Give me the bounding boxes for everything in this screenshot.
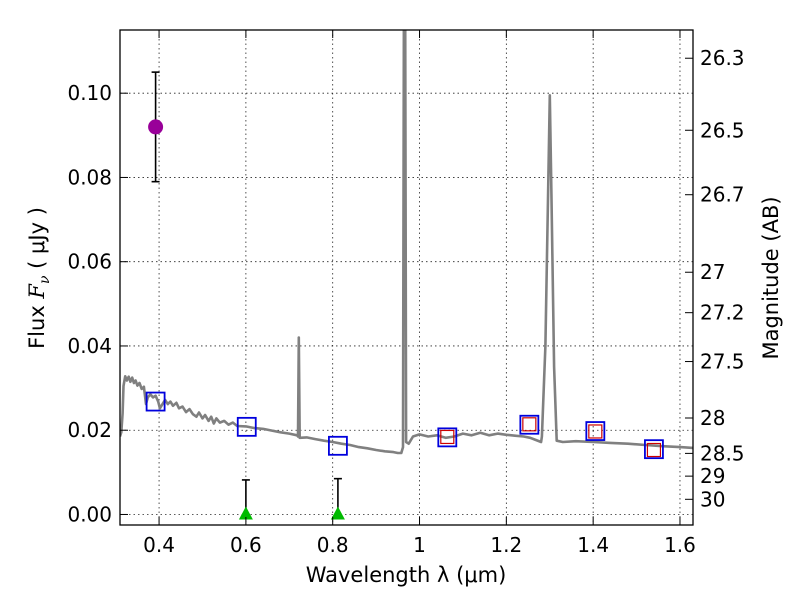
x-tick-label: 0.4 — [143, 533, 175, 557]
y2-tick-label: 27 — [700, 260, 725, 284]
y2-tick-label: 28.5 — [700, 441, 745, 465]
model-photometry-square — [437, 427, 458, 448]
y-axis-label-unit: ( μJy ) — [25, 207, 49, 275]
plot-area — [120, 30, 693, 520]
x-tick-label: 0.6 — [230, 533, 262, 557]
y-tick-label: 0.00 — [67, 502, 112, 526]
observed-photometry-square — [646, 442, 662, 458]
model-photometry-square — [644, 439, 664, 460]
model-photometry-square — [328, 435, 348, 456]
y-tick-label: 0.04 — [67, 334, 112, 358]
grid-lines — [120, 30, 693, 525]
upper-limit-triangle — [238, 506, 253, 520]
model-photometry-square — [585, 421, 606, 441]
sed-model-line — [120, 30, 693, 455]
y2-tick-label: 29 — [700, 464, 725, 488]
x-tick-label: 1.2 — [490, 533, 522, 557]
x-tick-label: 0.8 — [317, 533, 349, 557]
model-photometry-square — [236, 416, 257, 437]
y2-axis-label: Magnitude (AB) — [759, 196, 783, 359]
y-axis-label: Flux Fν ( μJy ) — [25, 207, 53, 349]
y2-tick-label: 27.2 — [700, 301, 745, 325]
detection-point — [148, 119, 164, 135]
y-axis-label-symbol: F — [25, 283, 49, 300]
y2-tick-label: 26.5 — [700, 118, 745, 142]
y2-tick-label: 27.5 — [700, 350, 745, 374]
y-tick-label: 0.10 — [67, 81, 112, 105]
x-tick-label: 1.4 — [577, 533, 609, 557]
y-tick-label: 0.06 — [67, 250, 112, 274]
plot-frame — [119, 29, 694, 526]
model-photometry-square — [519, 414, 540, 435]
y-tick-label: 0.08 — [67, 165, 112, 189]
model-photometry-square — [145, 391, 166, 412]
x-tick-label: 1.6 — [664, 533, 696, 557]
y-axis-label-subscript: ν — [37, 275, 53, 284]
y2-tick-label: 28 — [700, 406, 725, 430]
y-axis-label-prefix: Flux — [25, 299, 49, 349]
y2-tick-label: 26.7 — [700, 183, 745, 207]
observed-photometry-square — [522, 417, 537, 432]
x-axis-label: Wavelength λ (μm) — [306, 563, 507, 587]
observed-photometry-square — [440, 429, 455, 445]
y2-tick-label: 30 — [700, 487, 725, 511]
y2-tick-label: 26.3 — [700, 46, 745, 70]
y-tick-label: 0.02 — [67, 418, 112, 442]
upper-limit-triangle — [330, 506, 345, 520]
axis-ticks: 0.4 0.6 0.8 1 1.2 1.4 1.6 0.00 0.02 0.04 0.06 0.08 0… — [67, 30, 745, 557]
x-tick-label: 1 — [413, 533, 426, 557]
observed-photometry-square — [588, 424, 603, 439]
